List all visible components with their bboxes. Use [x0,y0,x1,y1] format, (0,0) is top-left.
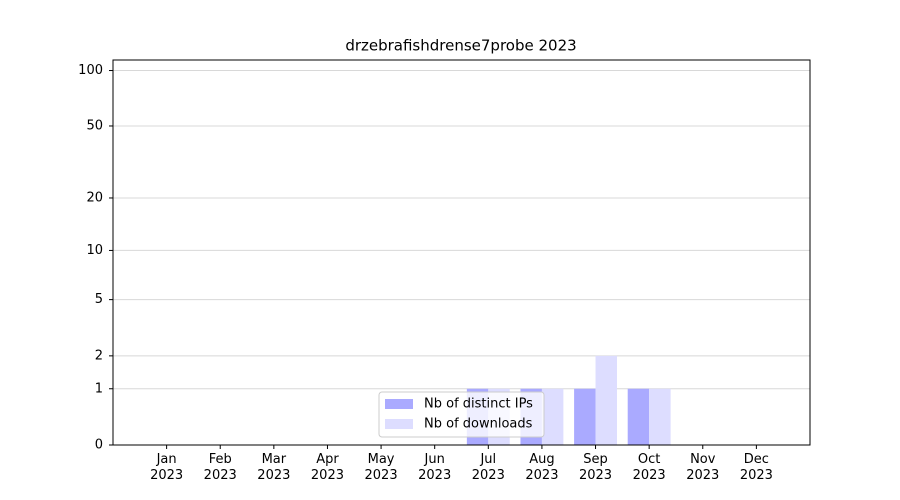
legend-label: Nb of distinct IPs [424,397,533,412]
x-tick-label: Jun 2023 [418,452,452,483]
legend-label: Nb of downloads [424,417,533,432]
y-tick-label: 20 [86,190,103,205]
x-tick-label: Apr 2023 [310,452,344,483]
x-tick-label: Feb 2023 [203,452,237,483]
x-tick-label: Jul 2023 [471,452,505,483]
x-tick-label: Aug 2023 [525,452,559,483]
y-tick-label: 10 [86,243,103,258]
plot-frame [112,59,811,446]
bar [574,388,596,445]
bar [627,388,650,445]
x-tick-label: Oct 2023 [632,452,666,483]
y-tick-label: 5 [95,292,103,307]
y-tick-label: 1 [95,381,103,396]
legend-swatch [385,399,413,409]
bar [595,355,617,445]
x-tick-label: May 2023 [364,452,398,483]
y-tick-label: 2 [95,348,103,363]
y-tick-label: 50 [86,118,103,133]
y-tick-label: 100 [78,63,103,78]
x-tick-label: Sep 2023 [578,452,613,483]
x-tick-label: Mar 2023 [257,452,291,483]
x-tick-label: Jan 2023 [150,452,184,483]
chart-title: drzebrafishdrense7probe 2023 [345,37,576,55]
x-tick-label: Dec 2023 [739,452,773,483]
x-tick-label: Nov 2023 [686,452,720,483]
y-tick-label: 0 [95,438,103,453]
legend-swatch [385,419,413,429]
bar [541,388,564,445]
bar [649,388,671,445]
legend-box [378,391,545,438]
